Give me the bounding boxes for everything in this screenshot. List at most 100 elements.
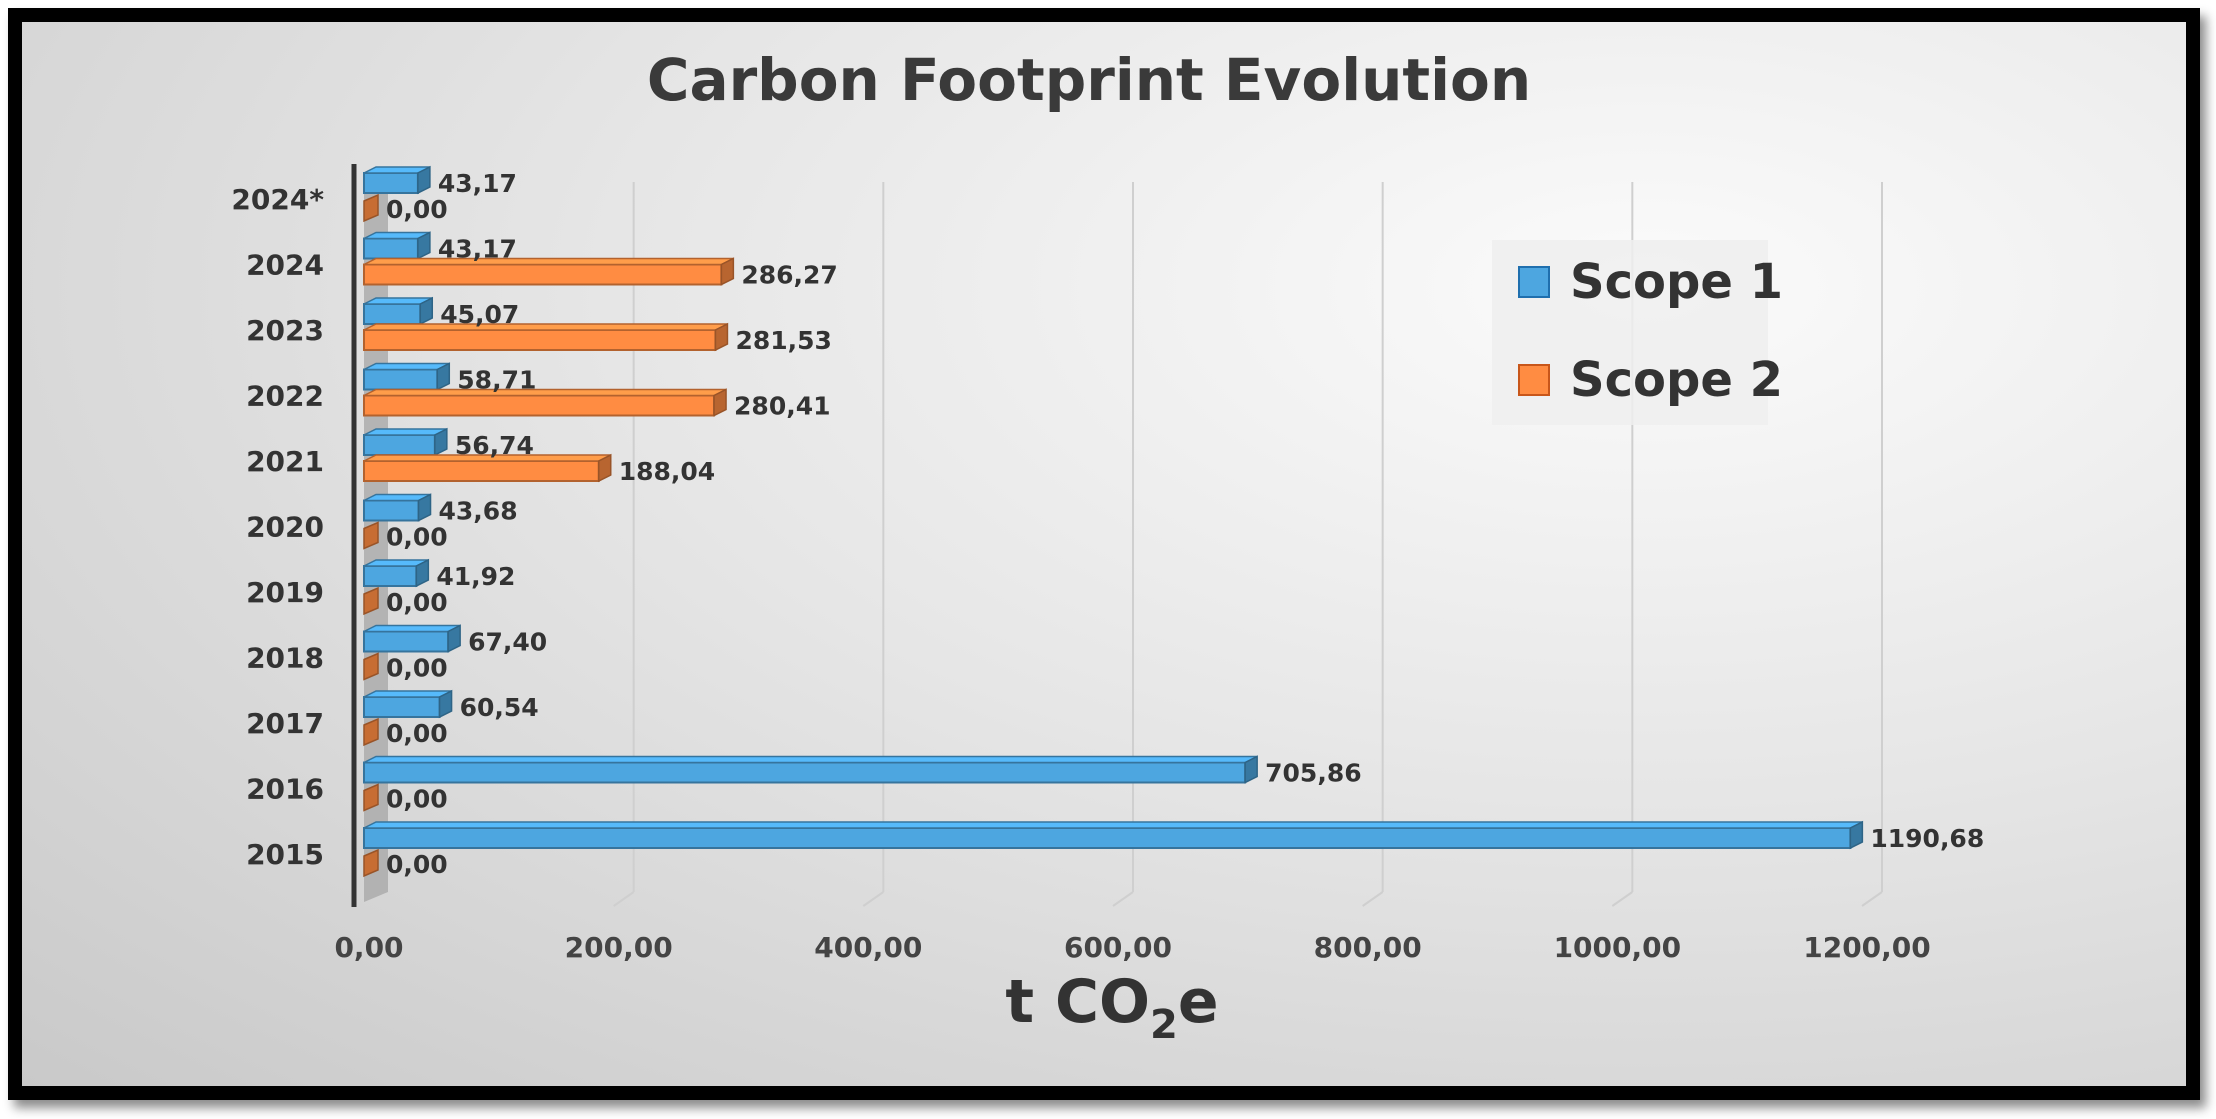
data-label: 188,04 <box>619 457 715 486</box>
bar-end <box>417 165 431 195</box>
grid-line-depth <box>613 891 635 907</box>
bar-front <box>363 394 716 417</box>
bar-front <box>363 827 1852 849</box>
bar-top <box>363 388 727 397</box>
data-label: 280,41 <box>734 392 830 421</box>
bar-end <box>415 558 430 588</box>
category-label: 2021 <box>246 445 324 478</box>
x-axis-label: t CO2e <box>1005 967 1218 1048</box>
bar-scope-1 <box>363 755 1258 784</box>
bar-end <box>419 296 434 326</box>
bar-zero-stub <box>363 193 379 223</box>
data-label: 281,53 <box>735 326 831 355</box>
data-label: 705,86 <box>1265 759 1361 788</box>
bar-front <box>363 303 422 325</box>
x-tick-label: 600,00 <box>1064 931 1172 964</box>
data-label: 56,74 <box>455 431 534 460</box>
bar-chart: Carbon Footprint Evolution 1190,68 0,00 70… <box>231 46 1984 1048</box>
category-label: 2019 <box>246 576 324 609</box>
bar-end <box>417 231 431 260</box>
grid-line-depth <box>1611 891 1633 907</box>
chart-frame: Carbon Footprint Evolution 1190,68 0,00 70… <box>8 8 2200 1100</box>
data-label: 0,00 <box>386 719 448 748</box>
bar-end <box>447 624 461 653</box>
category-label: 2015 <box>246 838 324 871</box>
bar-front <box>363 172 419 194</box>
bar-scope-2 <box>363 322 729 352</box>
bar-top <box>363 362 450 371</box>
data-label: 58,71 <box>457 366 536 395</box>
x-axis-label-tail: e <box>1178 967 1219 1037</box>
bar-scope-1 <box>363 624 461 653</box>
data-label: 67,40 <box>468 628 547 657</box>
data-label: 45,07 <box>440 300 519 329</box>
legend-label-scope-2: Scope 2 <box>1570 352 1783 408</box>
bar-end <box>713 388 727 417</box>
category-label: 2017 <box>246 707 324 740</box>
data-label: 0,00 <box>386 523 448 552</box>
bar-front <box>363 696 441 718</box>
bar-front <box>363 368 439 391</box>
category-label: 2024 <box>246 249 324 282</box>
bar-scope-1 <box>363 427 448 457</box>
bar-scope-2 <box>363 652 379 681</box>
bar-top <box>363 755 1258 764</box>
bar-front <box>363 460 600 482</box>
bar-front <box>363 434 436 456</box>
data-label: 0,00 <box>386 195 448 224</box>
category-label: 2016 <box>246 773 324 806</box>
category-label: 2018 <box>246 642 324 675</box>
x-tick-label: 1000,00 <box>1554 931 1682 964</box>
bar-scope-1 <box>363 820 1864 850</box>
x-tick-label: 400,00 <box>814 931 922 964</box>
grid-lines <box>613 182 1883 907</box>
legend: Scope 1 Scope 2 <box>1492 240 1783 425</box>
bar-scope-1 <box>363 493 432 522</box>
bar-front <box>363 329 717 351</box>
data-labels: 1190,680,00705,860,0060,540,0067,400,004… <box>386 169 1984 879</box>
grid-line-depth <box>1861 891 1883 907</box>
bar-front <box>363 237 419 260</box>
bar-scope-2 <box>363 783 379 812</box>
x-tick-label: 800,00 <box>1314 931 1422 964</box>
bar-scope-2 <box>363 586 379 616</box>
bar-top <box>363 323 728 331</box>
bar-top <box>363 690 452 698</box>
x-axis-label-subscript: 2 <box>1150 1002 1178 1048</box>
bar-end <box>1244 755 1258 784</box>
bar-top <box>363 624 461 633</box>
chart-title: Carbon Footprint Evolution <box>647 46 1531 114</box>
bar-top <box>363 428 448 436</box>
bar-scope-1 <box>363 165 431 195</box>
bar-end <box>434 427 448 457</box>
grid-line-depth <box>1362 891 1384 907</box>
bar-zero-stub <box>363 652 379 681</box>
bar-end <box>438 689 453 719</box>
x-tick-label: 200,00 <box>565 931 673 964</box>
bar-scope-2 <box>363 717 379 747</box>
data-label: 1190,68 <box>1870 824 1984 853</box>
bar-zero-stub <box>363 586 379 616</box>
x-tick-label: 1200,00 <box>1803 931 1931 964</box>
legend-swatch-scope-2 <box>1518 364 1550 396</box>
category-labels: 2015 2016 2017 2018 2019 2020 2021 2022 2023 2024… <box>231 183 324 871</box>
bar-zero-stub <box>363 848 379 878</box>
bar-scope-2 <box>363 521 379 550</box>
data-label: 286,27 <box>741 261 837 290</box>
data-label: 0,00 <box>386 654 448 683</box>
bar-front <box>363 263 723 286</box>
bar-top <box>363 257 734 266</box>
data-label: 0,00 <box>386 785 448 814</box>
bar-zero-stub <box>363 521 379 550</box>
bar-end <box>597 453 612 483</box>
bars <box>363 165 1864 878</box>
bar-scope-2 <box>363 848 379 878</box>
bar-zero-stub <box>363 783 379 812</box>
bar-end <box>714 322 729 352</box>
bar-end <box>1849 820 1864 850</box>
bar-scope-2 <box>363 257 735 286</box>
category-label: 2022 <box>246 380 324 413</box>
category-label: 2023 <box>246 314 324 347</box>
bar-scope-2 <box>363 193 379 223</box>
grid-line-depth <box>862 891 884 907</box>
